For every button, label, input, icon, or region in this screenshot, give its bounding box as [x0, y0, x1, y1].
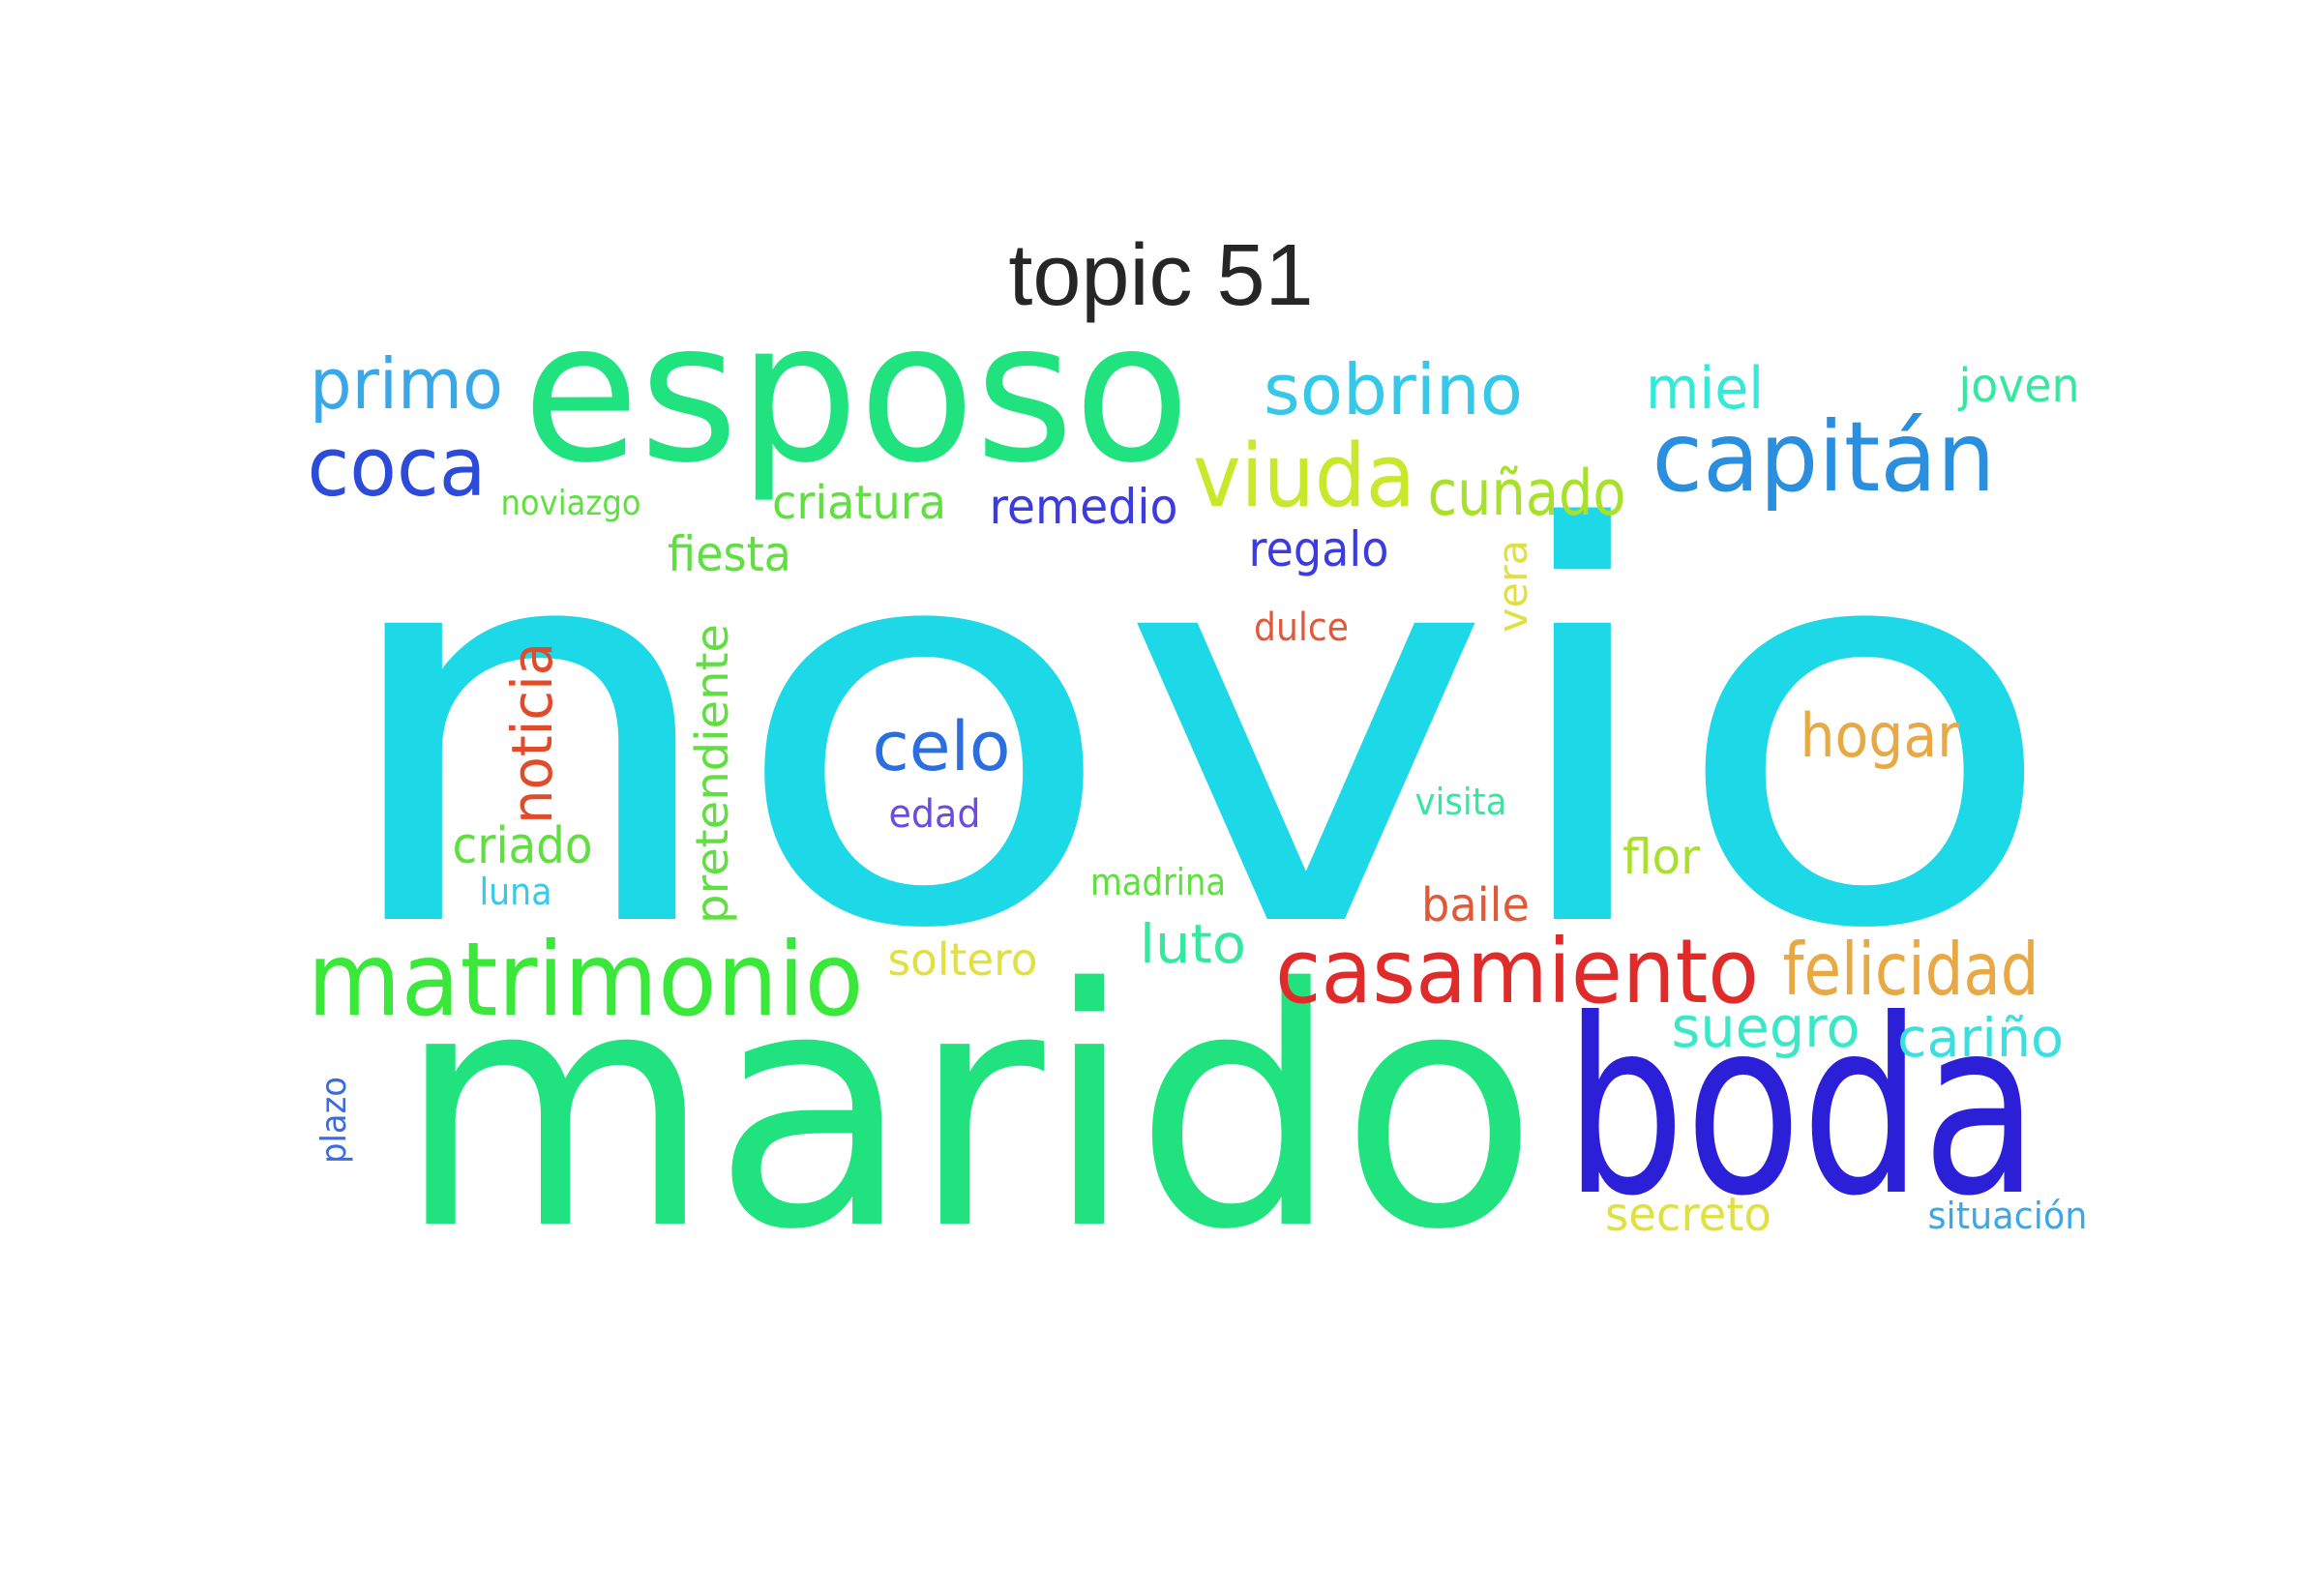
word-dulce: dulce [1254, 606, 1349, 650]
word-esposo: esposo [522, 281, 1190, 506]
word-casamiento: casamiento [1275, 920, 1759, 1023]
word-pretendiente: pretendiente [686, 624, 738, 924]
word-baile: baile [1421, 878, 1530, 932]
word-boda: boda [1564, 967, 2039, 1249]
word-capitan: capitán [1652, 400, 1996, 514]
word-regalo: regalo [1249, 521, 1389, 577]
word-marido: marido [397, 919, 1538, 1302]
word-remedio: remedio [990, 479, 1178, 535]
word-joven: joven [1958, 359, 2080, 413]
word-noticia: noticia [499, 642, 565, 824]
word-celo: celo [873, 707, 1011, 786]
word-criado: criado [453, 817, 593, 875]
word-felicidad: felicidad [1783, 927, 2039, 1012]
word-madrina: madrina [1090, 861, 1226, 903]
word-primo: primo [310, 343, 503, 425]
word-situacion: situación [1928, 1195, 2088, 1237]
word-hogar: hogar [1801, 700, 1960, 771]
word-novio: novio [327, 417, 2059, 1048]
word-edad: edad [889, 792, 981, 837]
word-sobrino: sobrino [1264, 349, 1523, 430]
word-visita: visita [1415, 781, 1507, 823]
word-noviazgo: noviazgo [501, 484, 641, 523]
word-flor: flor [1622, 829, 1700, 885]
word-plazo: plazo [314, 1077, 354, 1164]
chart-title: topic 51 [1008, 227, 1314, 324]
word-secreto: secreto [1605, 1188, 1771, 1242]
word-viuda: viuda [1193, 426, 1415, 527]
word-coca: coca [308, 420, 487, 516]
word-cunado: cuñado [1428, 458, 1626, 530]
word-criatura: criatura [772, 476, 946, 530]
word-luto: luto [1140, 913, 1246, 975]
word-soltero: soltero [888, 933, 1038, 986]
word-matrimonio: matrimonio [308, 921, 864, 1039]
word-carino: cariño [1897, 1007, 2064, 1069]
word-vera: vera [1489, 540, 1536, 633]
word-suegro: suegro [1672, 994, 1861, 1060]
word-luna: luna [480, 871, 552, 913]
word-fiesta: fiesta [668, 526, 791, 582]
word-miel: miel [1646, 355, 1764, 423]
